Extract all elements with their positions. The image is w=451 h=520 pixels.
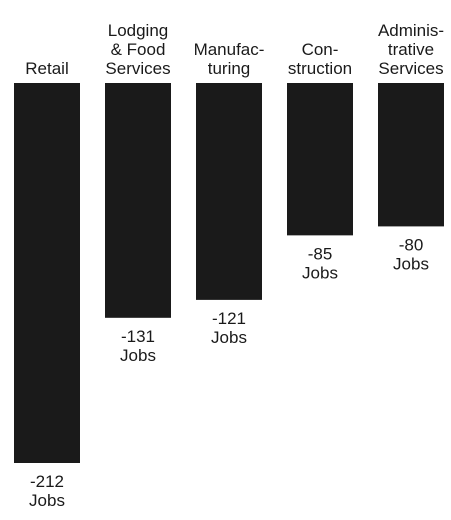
category-label-line: Manufac- — [194, 40, 265, 59]
value-label-line: -121 — [212, 309, 246, 328]
value-label-line: Jobs — [393, 254, 429, 273]
category-label: Adminis-trative Services — [378, 21, 444, 78]
value-label-line: Jobs — [302, 263, 338, 282]
value-label: -131 Jobs — [120, 327, 156, 365]
value-label-line: -212 — [30, 472, 64, 491]
bar — [105, 83, 171, 318]
category-label-line: struction — [288, 59, 352, 78]
value-label-line: Jobs — [120, 346, 156, 365]
category-label-line: Services — [105, 59, 170, 78]
category-label-line: Lodging — [108, 21, 169, 40]
value-label-line: -131 — [121, 327, 155, 346]
category-label-line: turing — [208, 59, 251, 78]
category-label-line: trative — [388, 40, 434, 59]
category-label-line: Services — [378, 59, 443, 78]
value-label-line: -85 — [308, 244, 333, 263]
bar — [196, 83, 262, 300]
value-label-line: -80 — [399, 235, 424, 254]
category-label-line: & Food — [111, 40, 166, 59]
bar — [14, 83, 80, 463]
value-label: -121 Jobs — [211, 309, 247, 347]
value-label-line: Jobs — [29, 491, 65, 510]
category-label-line: Adminis- — [378, 21, 444, 40]
value-label: -80 Jobs — [393, 235, 429, 273]
category-label-line: Con- — [302, 40, 339, 59]
category-label: Retail — [25, 59, 68, 78]
bar — [287, 83, 353, 236]
category-label: Manufac-turing — [194, 40, 265, 78]
value-label: -85 Jobs — [302, 244, 338, 282]
category-label: Lodging & Food Services — [105, 21, 170, 78]
value-label: -212 Jobs — [29, 472, 65, 510]
bar — [378, 83, 444, 227]
category-label: Con-struction — [288, 40, 352, 78]
category-label-line: Retail — [25, 59, 68, 78]
value-label-line: Jobs — [211, 328, 247, 347]
